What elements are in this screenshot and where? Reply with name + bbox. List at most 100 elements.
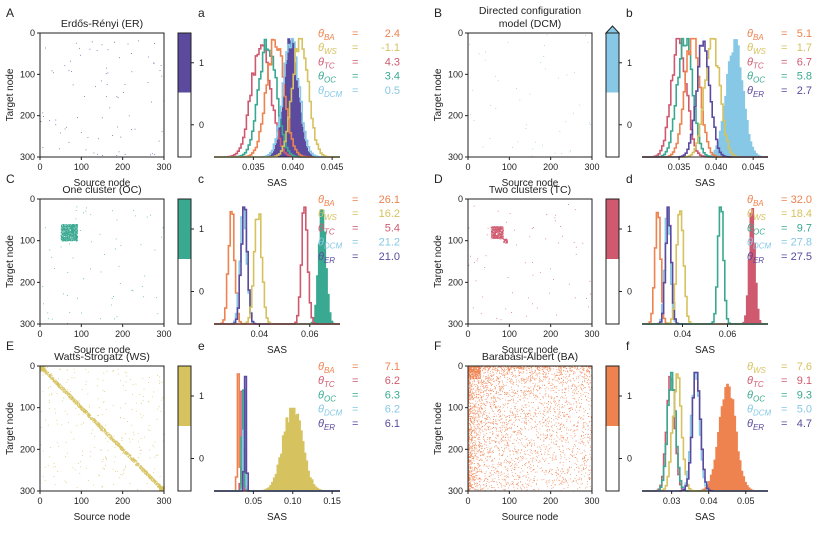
connection-dot bbox=[53, 381, 55, 383]
connection-dot bbox=[155, 481, 156, 483]
connection-dot bbox=[75, 225, 77, 226]
connection-dot bbox=[85, 149, 87, 151]
connection-dot bbox=[76, 225, 77, 227]
connection-dot bbox=[470, 255, 471, 257]
connection-dot bbox=[160, 64, 162, 66]
connection-dot bbox=[103, 430, 105, 432]
connection-dot bbox=[74, 400, 76, 401]
connection-dot bbox=[85, 409, 87, 411]
connection-dot bbox=[124, 450, 126, 452]
connection-dot bbox=[66, 239, 68, 241]
connection-dot bbox=[488, 467, 489, 469]
legend-value: 1.7 bbox=[797, 42, 812, 54]
connection-dot bbox=[521, 390, 523, 392]
connection-dot bbox=[44, 368, 45, 370]
connection-dot bbox=[138, 457, 139, 459]
connection-dot bbox=[558, 242, 560, 244]
connection-dot bbox=[130, 457, 132, 459]
connection-dot bbox=[148, 474, 150, 475]
connection-dot bbox=[477, 380, 479, 382]
connection-dot bbox=[60, 387, 62, 389]
connection-dot bbox=[75, 403, 76, 405]
connection-dot bbox=[72, 224, 73, 225]
connection-dot bbox=[500, 229, 502, 231]
connection-dot bbox=[47, 464, 49, 466]
connection-dot bbox=[156, 297, 157, 299]
connection-dot bbox=[61, 227, 63, 229]
connection-dot bbox=[550, 268, 551, 270]
connection-dot bbox=[157, 483, 159, 485]
connection-dot bbox=[555, 404, 556, 406]
connection-dot bbox=[123, 452, 125, 454]
connection-dot bbox=[468, 368, 470, 370]
connection-dot bbox=[159, 485, 161, 487]
connection-dot bbox=[534, 471, 536, 473]
connection-dot bbox=[140, 467, 142, 469]
connection-dot bbox=[504, 485, 506, 487]
connection-dot bbox=[154, 481, 156, 483]
connection-dot bbox=[143, 388, 145, 390]
legend-subscript: OC bbox=[753, 76, 765, 85]
connection-dot bbox=[139, 466, 141, 468]
connection-dot bbox=[136, 462, 138, 464]
connection-dot bbox=[495, 445, 497, 447]
connection-dot bbox=[73, 238, 75, 240]
connection-dot bbox=[104, 254, 105, 256]
connection-dot bbox=[75, 233, 77, 234]
connection-dot bbox=[526, 416, 528, 418]
connection-dot bbox=[529, 236, 531, 238]
connection-dot bbox=[123, 469, 125, 471]
connection-dot bbox=[543, 407, 545, 408]
legend-equals: = bbox=[781, 71, 787, 83]
connection-dot bbox=[507, 41, 509, 43]
connection-dot bbox=[151, 479, 152, 481]
connection-dot bbox=[468, 454, 470, 456]
connection-dot bbox=[497, 237, 498, 239]
connection-dot bbox=[495, 234, 497, 235]
connection-dot bbox=[71, 226, 73, 228]
connection-dot bbox=[64, 237, 65, 238]
connection-dot bbox=[116, 316, 118, 318]
legend-value: 6.3 bbox=[385, 389, 400, 401]
connection-dot bbox=[98, 423, 100, 425]
connection-dot bbox=[103, 468, 105, 470]
connection-dot bbox=[499, 229, 500, 230]
connection-dot bbox=[109, 437, 110, 439]
connection-dot bbox=[70, 398, 72, 400]
connection-dot bbox=[49, 120, 50, 122]
connection-dot bbox=[154, 480, 156, 482]
connection-dot bbox=[141, 469, 142, 471]
connection-dot bbox=[101, 426, 103, 428]
connection-dot bbox=[80, 405, 82, 407]
connection-dot bbox=[582, 452, 584, 454]
connection-dot bbox=[580, 372, 582, 373]
connection-dot bbox=[60, 239, 62, 241]
connection-dot bbox=[61, 240, 63, 242]
connection-dot bbox=[91, 41, 93, 43]
connection-dot bbox=[471, 470, 473, 472]
connection-dot bbox=[73, 237, 75, 238]
connection-dot bbox=[93, 421, 95, 423]
connection-dot bbox=[475, 416, 476, 418]
connection-dot bbox=[505, 393, 507, 395]
connection-dot bbox=[67, 233, 69, 234]
connection-dot bbox=[106, 409, 108, 410]
matrix-frame bbox=[39, 365, 165, 492]
connection-dot bbox=[473, 380, 475, 382]
connection-dot bbox=[111, 304, 113, 306]
connection-dot bbox=[531, 155, 533, 157]
connection-dot bbox=[67, 272, 69, 273]
connection-dot bbox=[589, 436, 590, 438]
connection-dot bbox=[98, 407, 100, 408]
connection-dot bbox=[504, 475, 506, 477]
connection-dot bbox=[80, 408, 82, 410]
connection-dot bbox=[498, 231, 500, 233]
connection-dot bbox=[92, 420, 94, 422]
connection-dot bbox=[554, 402, 556, 404]
connection-dot bbox=[67, 229, 69, 231]
connection-dot bbox=[55, 124, 57, 126]
connection-dot bbox=[534, 412, 535, 414]
connection-dot bbox=[473, 406, 474, 407]
connection-dot bbox=[495, 235, 497, 237]
connection-dot bbox=[77, 404, 79, 405]
